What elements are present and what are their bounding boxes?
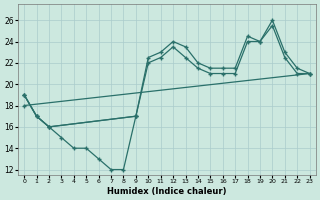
X-axis label: Humidex (Indice chaleur): Humidex (Indice chaleur) <box>107 187 227 196</box>
